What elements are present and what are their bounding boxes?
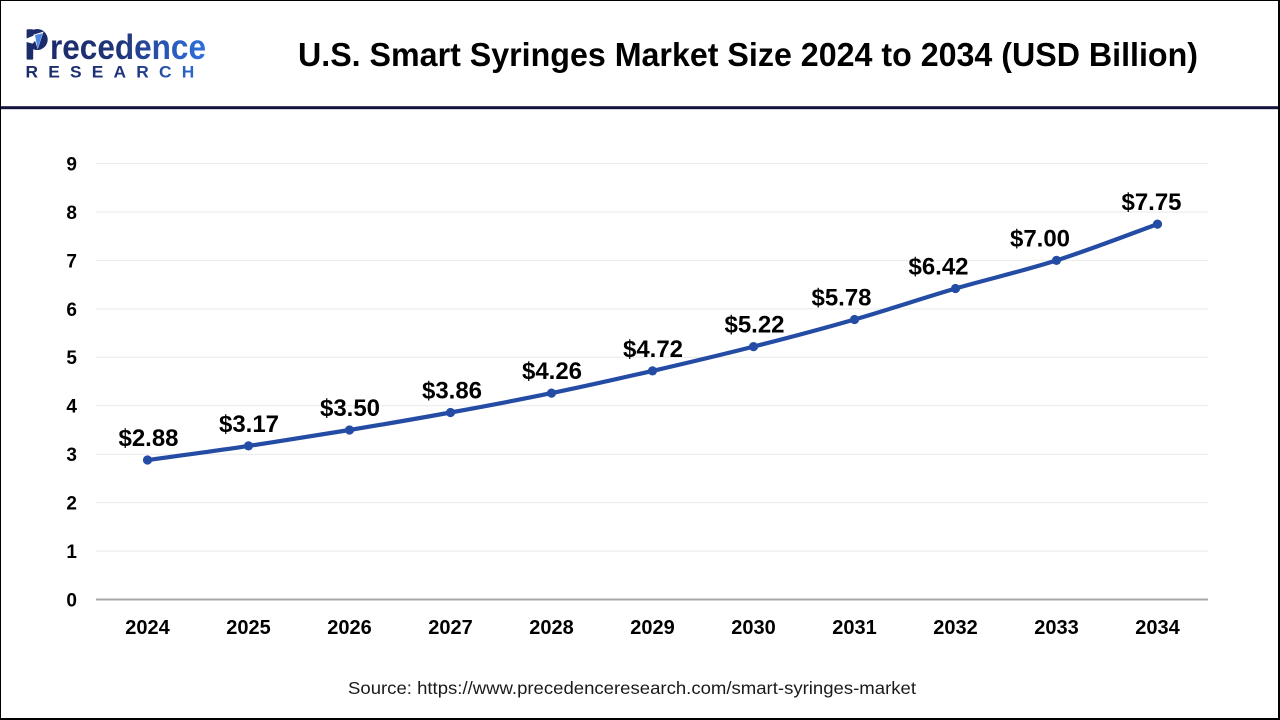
- svg-text:1: 1: [66, 542, 77, 563]
- svg-text:9: 9: [66, 154, 77, 175]
- svg-text:2031: 2031: [832, 617, 877, 639]
- svg-text:2: 2: [66, 494, 77, 515]
- svg-text:$4.26: $4.26: [522, 358, 582, 385]
- svg-text:2029: 2029: [630, 617, 675, 639]
- svg-text:$5.78: $5.78: [811, 285, 871, 312]
- svg-text:2028: 2028: [529, 617, 574, 639]
- svg-text:5: 5: [66, 348, 77, 369]
- svg-text:2027: 2027: [428, 617, 473, 639]
- svg-text:RESEARCH: RESEARCH: [26, 63, 205, 82]
- svg-text:2033: 2033: [1034, 617, 1079, 639]
- svg-text:$3.17: $3.17: [219, 411, 279, 438]
- svg-text:$4.72: $4.72: [623, 336, 683, 363]
- svg-text:2026: 2026: [327, 617, 372, 639]
- svg-text:$2.88: $2.88: [118, 425, 178, 452]
- svg-text:Source: https://www.precedence: Source: https://www.precedenceresearch.c…: [348, 678, 916, 698]
- svg-text:$3.86: $3.86: [422, 378, 482, 405]
- svg-text:8: 8: [66, 203, 77, 224]
- svg-text:recedence: recedence: [50, 28, 206, 67]
- svg-text:7: 7: [66, 251, 77, 272]
- svg-text:$6.42: $6.42: [908, 254, 968, 281]
- svg-text:$3.50: $3.50: [320, 395, 380, 422]
- svg-text:2024: 2024: [125, 617, 170, 639]
- svg-text:3: 3: [66, 445, 77, 466]
- svg-text:4: 4: [66, 397, 77, 418]
- svg-text:$7.75: $7.75: [1121, 189, 1181, 216]
- svg-text:$7.00: $7.00: [1010, 225, 1070, 252]
- svg-text:0: 0: [66, 590, 77, 611]
- svg-text:$5.22: $5.22: [724, 312, 784, 339]
- svg-text:6: 6: [66, 300, 77, 321]
- svg-text:2032: 2032: [933, 617, 978, 639]
- svg-text:2034: 2034: [1135, 617, 1180, 639]
- svg-text:2025: 2025: [226, 617, 271, 639]
- svg-text:2030: 2030: [731, 617, 776, 639]
- svg-text:U.S. Smart Syringes Market Siz: U.S. Smart Syringes Market Size 2024 to …: [298, 36, 1198, 73]
